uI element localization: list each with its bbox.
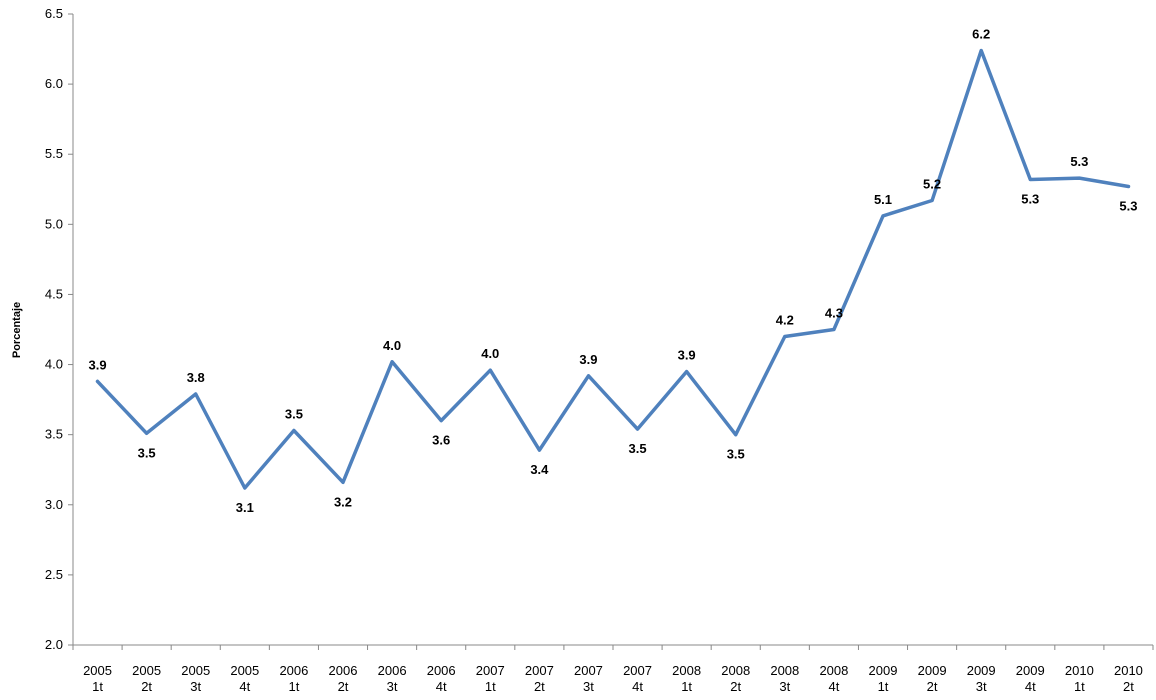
y-tick-label: 6.5 [45,6,63,21]
y-tick-label: 5.5 [45,146,63,161]
data-point [390,360,394,364]
data-label: 3.2 [334,494,352,509]
data-point [1028,177,1032,181]
data-point [930,198,934,202]
x-tick-label: 2009 3t [967,663,996,694]
x-tick-label: 2009 4t [1016,663,1045,694]
data-label: 3.4 [530,462,549,477]
x-tick-label: 2006 4t [427,663,456,694]
x-tick-label: 2007 3t [574,663,603,694]
data-point [145,431,149,435]
data-label: 3.6 [432,433,450,448]
data-label: 6.2 [972,26,990,41]
x-tick-label: 2007 4t [623,663,652,694]
data-label: 5.3 [1070,154,1088,169]
data-point [881,214,885,218]
series-line [95,48,1131,490]
y-tick-label: 2.0 [45,637,63,652]
y-tick-label: 3.0 [45,497,63,512]
x-tick-label: 2010 1t [1065,663,1094,694]
data-point [734,433,738,437]
x-tick-label: 2008 3t [770,663,799,694]
data-point [685,370,689,374]
x-tick-label: 2008 2t [721,663,750,694]
data-label: 5.3 [1021,191,1039,206]
data-label: 4.3 [825,306,843,321]
data-label: 5.3 [1119,198,1137,213]
x-tick-label: 2007 2t [525,663,554,694]
series-line-group [95,48,1131,490]
data-label: 3.9 [678,348,696,363]
data-label: 3.5 [629,441,647,456]
data-point [243,486,247,490]
y-tick-label: 3.5 [45,427,63,442]
y-tick-label: 2.5 [45,567,63,582]
data-label: 4.2 [776,313,794,328]
data-label: 3.5 [138,445,156,460]
data-point [586,374,590,378]
data-point [292,428,296,432]
data-point [341,480,345,484]
data-label: 3.8 [187,370,205,385]
data-point [783,335,787,339]
y-tick-label: 6.0 [45,76,63,91]
data-point [832,328,836,331]
data-label: 3.5 [285,406,303,421]
x-tick-label: 2009 2t [918,663,947,694]
x-tick-label: 2008 4t [819,663,848,694]
x-tick-label: 2005 2t [132,663,161,694]
y-axis: 2.0 2.5 3.0 3.5 4.0 4.5 5.0 5.5 6.0 6.5 [45,6,74,652]
data-label: 3.9 [89,357,107,372]
y-tick-label: 4.5 [45,286,63,301]
data-point [1126,184,1130,188]
data-label: 5.2 [923,176,941,191]
data-label: 4.0 [481,346,499,361]
data-label: 3.1 [236,500,254,515]
data-labels-group: 3.9 3.5 3.8 3.1 3.5 3.2 4.0 3.6 4.0 3.4 3.9 3.5 3.9 3… [89,26,1138,514]
x-tick-label: 2006 3t [378,663,407,694]
data-label: 5.1 [874,192,892,207]
x-tick-label: 2005 3t [181,663,210,694]
x-tick-label: 2010 2t [1114,663,1143,694]
data-label: 3.9 [579,352,597,367]
y-tick-label: 5.0 [45,216,63,231]
data-label: 4.0 [383,338,401,353]
x-tick-label: 2005 4t [230,663,259,694]
data-point [537,448,541,452]
data-point [979,48,983,52]
data-point [1077,176,1081,180]
data-point [96,379,100,383]
data-label: 3.5 [727,447,745,462]
x-axis: 2005 1t 2005 2t 2005 3t 2005 4t 2006 1t 2006 2t 2006… [72,644,1154,694]
x-tick-label: 2007 1t [476,663,505,694]
x-tick-label: 2006 2t [329,663,358,694]
x-tick-label: 2008 1t [672,663,701,694]
x-tick-label: 2006 1t [279,663,308,694]
y-tick-label: 4.0 [45,357,63,372]
x-tick-label: 2009 1t [869,663,898,694]
data-point [488,368,492,372]
data-point [194,392,198,396]
data-point [439,419,443,423]
x-tick-label: 2005 1t [83,663,112,694]
data-point [636,427,640,431]
y-axis-title: Porcentaje [11,302,23,358]
